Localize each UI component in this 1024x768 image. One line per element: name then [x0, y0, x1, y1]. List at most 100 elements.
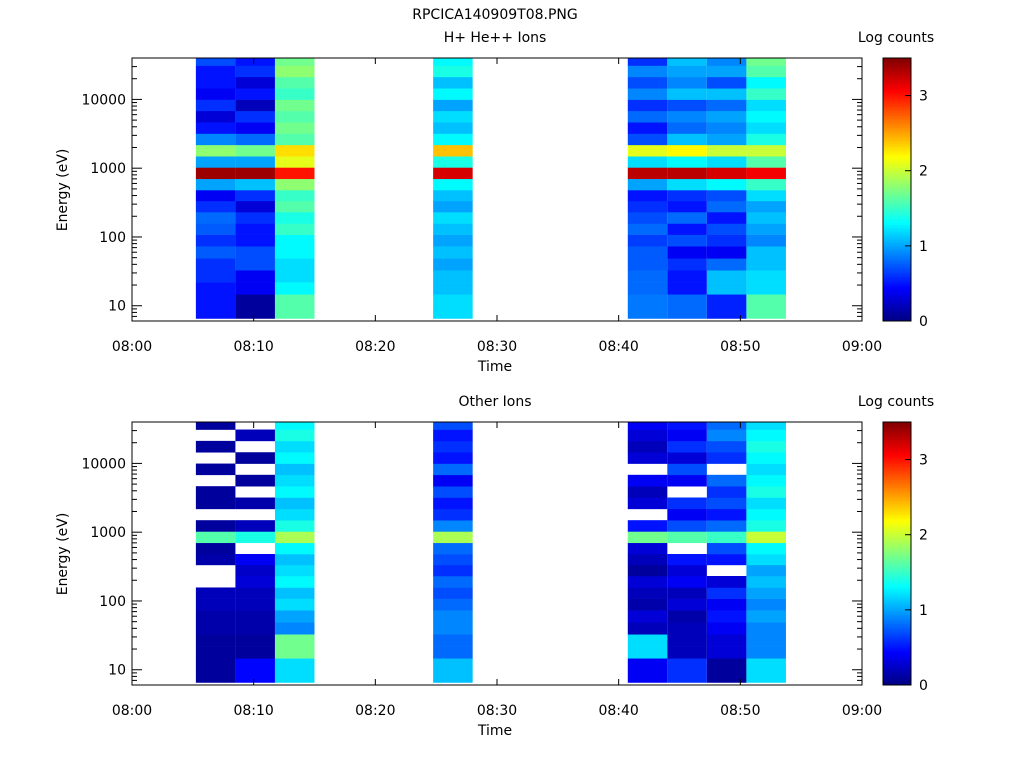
heatmap-cell [274, 542, 315, 555]
colorbar-segment [883, 301, 911, 304]
y-axis-label: Energy (eV) [55, 149, 71, 232]
colorbar-segment [883, 503, 911, 506]
colorbar-segment [883, 531, 911, 535]
panel-other-ions: Other Ions Time Energy (eV) Log counts 0… [55, 394, 934, 739]
heatmap-cell [433, 576, 473, 588]
x-tick-label: 08:20 [355, 339, 395, 355]
heatmap-cell [706, 440, 747, 453]
colorbar-segment [883, 553, 911, 557]
colorbar-segment [883, 522, 911, 526]
colorbar-segment [883, 88, 911, 92]
colorbar-segment [883, 597, 911, 600]
colorbar-segment [883, 158, 911, 162]
x-axis-label: Time [477, 359, 512, 375]
heatmap-cell [706, 531, 747, 544]
colorbar-segment [883, 242, 911, 245]
heatmap-cell [706, 246, 747, 259]
x-tick-label: 08:40 [598, 703, 638, 719]
heatmap-cell [235, 58, 275, 66]
colorbar-segment [883, 62, 911, 65]
colorbar-segment [883, 535, 911, 539]
heatmap-cells [195, 58, 786, 319]
heatmap-cell [667, 144, 707, 157]
heatmap-cell [627, 110, 668, 123]
heatmap-cell [274, 258, 315, 271]
heatmap-cell [746, 463, 786, 476]
heatmap-cell [195, 658, 236, 671]
heatmap-cell [627, 497, 668, 510]
colorbar-segment [883, 213, 911, 217]
colorbar-segment [883, 277, 911, 280]
colorbar-segment [883, 590, 911, 594]
colorbar-segment [883, 217, 911, 221]
colorbar-segment [883, 196, 911, 199]
heatmap-cell [274, 306, 315, 319]
colorbar-segment [883, 533, 911, 537]
heatmap-cell [274, 564, 315, 577]
colorbar-segment [883, 588, 911, 592]
heatmap-cell [235, 110, 275, 123]
colorbar-segment [883, 612, 911, 616]
heatmap-cell [627, 234, 668, 247]
colorbar-segment [883, 266, 911, 269]
heatmap-cell [667, 190, 707, 202]
colorbar-segment [883, 649, 911, 653]
colorbar-segment [883, 235, 911, 239]
heatmap-cell [235, 234, 275, 247]
heatmap-cell [433, 99, 473, 112]
colorbar-segment [883, 244, 911, 247]
heatmap-cell [195, 212, 236, 224]
heatmap-cell [667, 531, 707, 544]
heatmap-cell [667, 178, 707, 191]
heatmap-cell [195, 167, 236, 180]
heatmap-cell [235, 576, 275, 588]
heatmap-cell [433, 587, 473, 599]
heatmap-cell [746, 542, 786, 555]
heatmap-cell [235, 65, 275, 78]
colorbar-segment [883, 560, 911, 563]
colorbar-segment [883, 669, 911, 673]
colorbar-segment [883, 617, 911, 620]
heatmap-cell [235, 658, 275, 671]
colorbar-segment [883, 511, 911, 515]
colorbar-segment [883, 557, 911, 561]
colorbar-segment [883, 108, 911, 111]
heatmap-cell [746, 576, 786, 588]
colorbar-segment [883, 573, 911, 576]
heatmap-cell [195, 598, 236, 611]
colorbar-segment [883, 621, 911, 625]
colorbar-segment [883, 678, 911, 682]
heatmap-cell [195, 133, 236, 146]
heatmap-cell [667, 422, 707, 430]
x-ticks: 08:00 08:10 08:20 08:30 08:40 08:50 09:00 [112, 422, 882, 719]
colorbar-segment [883, 231, 911, 234]
colorbar-segment [883, 299, 911, 302]
heatmap-cell [746, 564, 786, 577]
x-tick-label: 08:30 [477, 339, 517, 355]
heatmap-cell [667, 58, 707, 66]
heatmap-cell [433, 452, 473, 464]
heatmap-cell [706, 422, 747, 430]
colorbar-segment [883, 220, 911, 223]
heatmap-cell [235, 156, 275, 168]
heatmap-cell [195, 270, 236, 283]
heatmap-cell [235, 144, 275, 157]
colorbar-segment [883, 443, 911, 447]
colorbar-segment [883, 134, 911, 138]
heatmap-cell [195, 622, 236, 635]
heatmap-cell [274, 144, 315, 157]
colorbar-segment [883, 461, 911, 465]
heatmap-cell [706, 622, 747, 635]
colorbar-segment [883, 152, 911, 155]
heatmap-cell [433, 258, 473, 271]
heatmap-cell [274, 429, 315, 442]
heatmap-cell [274, 190, 315, 202]
colorbar-segment [883, 632, 911, 635]
colorbar-segment [883, 660, 911, 664]
colorbar-segment [883, 253, 911, 256]
colorbar-segment [883, 452, 911, 456]
colorbar-segment [883, 119, 911, 122]
heatmap-cell [667, 110, 707, 123]
heatmap-cell [627, 520, 668, 532]
heatmap-cell [195, 234, 236, 247]
